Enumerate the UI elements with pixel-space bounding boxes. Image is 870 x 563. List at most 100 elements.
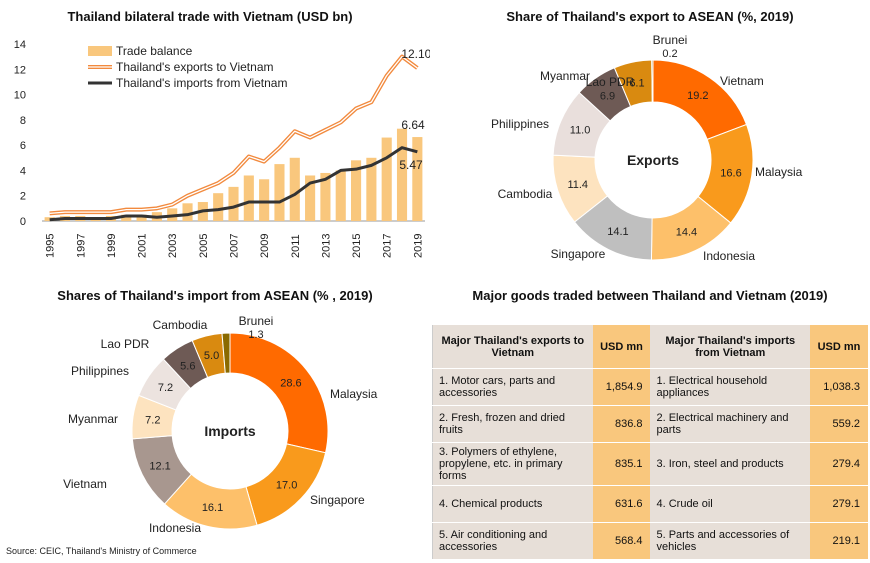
- import-value: 279.4: [810, 442, 868, 486]
- slice-value-label: 12.1: [149, 461, 170, 473]
- bar-trade-balance: [243, 175, 254, 221]
- bar-trade-balance: [412, 137, 423, 221]
- x-tick-label: 2009: [259, 234, 271, 258]
- export-item: 3. Polymers of ethylene, propylene, etc.…: [431, 442, 593, 486]
- legend-swatch-trade-balance: [88, 46, 112, 56]
- x-tick-label: 2019: [412, 234, 424, 258]
- bar-trade-balance: [305, 175, 316, 221]
- y-tick-label: 10: [14, 90, 26, 102]
- y-tick-label: 6: [20, 140, 26, 152]
- slice-category-label: Brunei: [653, 33, 688, 47]
- import-item: 1. Electrical household appliances: [650, 368, 811, 406]
- y-tick-label: 14: [14, 39, 26, 51]
- export-value: 1,854.9: [592, 368, 651, 406]
- slice-value-label: 14.1: [607, 226, 628, 238]
- import-value: 559.2: [810, 405, 868, 443]
- slice-category-label: Myanmar: [540, 69, 590, 83]
- slice-category-label: Singapore: [551, 247, 606, 261]
- table-row: 1. Motor cars, parts and accessories 1,8…: [431, 368, 868, 406]
- donut-center-label: Exports: [627, 152, 679, 168]
- donut-slice-brunei: [221, 332, 231, 374]
- table-row: 5. Air conditioning and accessories 568.…: [431, 522, 868, 560]
- legend-label-imports: Thailand's imports from Vietnam: [116, 76, 287, 90]
- export-value: 631.6: [592, 485, 651, 523]
- slice-value-label: 7.2: [145, 415, 160, 427]
- annotation-balance-2019: 6.64: [401, 118, 425, 132]
- bar-trade-balance: [366, 157, 377, 221]
- import-value: 279.1: [810, 485, 868, 523]
- slice-value-label: 17.0: [276, 480, 297, 492]
- slice-value-label: 16.6: [720, 167, 741, 179]
- goods-table-header-row: Major Thailand's exports to Vietnam USD …: [431, 325, 868, 369]
- bar-trade-balance: [121, 214, 132, 221]
- import-value: 1,038.3: [810, 368, 868, 406]
- slice-category-label: Vietnam: [63, 477, 107, 491]
- table-row: 3. Polymers of ethylene, propylene, etc.…: [431, 442, 868, 486]
- slice-category-label: Lao PDR: [586, 75, 635, 89]
- imports-line: [49, 146, 418, 222]
- import-item: 2. Electrical machinery and parts: [650, 405, 811, 443]
- slice-category-label: Cambodia: [153, 318, 208, 332]
- slice-category-label: Singapore: [310, 493, 365, 507]
- bar-trade-balance: [182, 203, 193, 221]
- bar-trade-balance: [381, 137, 392, 221]
- goods-col-exports-header: Major Thailand's exports to Vietnam: [431, 325, 593, 369]
- goods-table-title: Major goods traded between Thailand and …: [472, 288, 828, 303]
- goods-col-imports-header: Major Thailand's imports from Vietnam: [650, 325, 811, 369]
- goods-col-exports-usd-header: USD mn: [592, 325, 651, 369]
- exports-line: [49, 55, 418, 215]
- x-tick-label: 1999: [106, 234, 118, 258]
- slice-value-label: 19.2: [687, 90, 708, 102]
- slice-category-label: Brunei: [239, 314, 274, 328]
- x-tick-label: 2005: [198, 234, 210, 258]
- exports-chart-title: Share of Thailand's export to ASEAN (%, …: [506, 9, 794, 24]
- slice-category-label: Lao PDR: [101, 337, 150, 351]
- bar-trade-balance: [259, 179, 270, 221]
- bar-trade-balance: [213, 193, 224, 221]
- export-value: 568.4: [592, 522, 651, 560]
- source-note: Source: CEIC, Thailand's Ministry of Com…: [6, 546, 197, 556]
- donut-slice-malaysia: [229, 332, 329, 454]
- slice-category-label: Myanmar: [68, 412, 118, 426]
- legend-label-exports: Thailand's exports to Vietnam: [116, 60, 274, 74]
- annotation-imports-2019: 5.47: [399, 158, 423, 172]
- bar-trade-balance: [274, 164, 285, 221]
- slice-value-label: 6.9: [600, 90, 615, 102]
- donut-slice-brunei: [651, 59, 654, 103]
- slice-category-label: Philippines: [491, 117, 549, 131]
- donut-center-label: Imports: [204, 423, 256, 439]
- slice-value-label: 5.0: [204, 350, 219, 362]
- slice-category-label: Indonesia: [703, 249, 755, 263]
- export-item: 2. Fresh, frozen and dried fruits: [431, 405, 593, 443]
- x-tick-label: 2001: [137, 234, 149, 258]
- table-row: 4. Chemical products 631.6 4. Crude oil …: [431, 485, 868, 523]
- slice-value-label: 1.3: [248, 329, 263, 341]
- import-value: 219.1: [810, 522, 868, 560]
- bar-trade-balance: [351, 160, 362, 221]
- imports-chart-title: Shares of Thailand's import from ASEAN (…: [57, 288, 373, 303]
- trade-chart: 0 2 4 6 8 10 12 14 1995 1997 1999 2001 2003 2005 2007 2…: [14, 39, 430, 258]
- import-item: 3. Iron, steel and products: [650, 442, 811, 486]
- slice-value-label: 14.4: [676, 227, 697, 239]
- x-tick-label: 2011: [290, 234, 302, 258]
- slice-category-label: Cambodia: [498, 187, 553, 201]
- table-row: 2. Fresh, frozen and dried fruits 836.8 …: [431, 405, 868, 443]
- slice-value-label: 5.6: [180, 360, 195, 372]
- slice-category-label: Philippines: [71, 364, 129, 378]
- slice-value-label: 16.1: [202, 502, 223, 514]
- goods-col-imports-usd-header: USD mn: [810, 325, 868, 369]
- slice-value-label: 11.4: [567, 179, 588, 191]
- export-item: 5. Air conditioning and accessories: [431, 522, 593, 560]
- slice-value-label: 7.2: [158, 382, 173, 394]
- x-tick-label: 2003: [167, 234, 179, 258]
- bar-trade-balance: [335, 170, 346, 221]
- slice-value-label: 11.0: [570, 125, 591, 137]
- y-tick-label: 0: [20, 216, 26, 228]
- x-tick-label: 1995: [45, 234, 57, 258]
- bar-trade-balance: [396, 128, 408, 221]
- y-tick-label: 4: [20, 165, 26, 177]
- x-tick-label: 2017: [382, 234, 394, 258]
- bar-trade-balance: [289, 157, 300, 221]
- y-tick-label: 8: [20, 115, 26, 127]
